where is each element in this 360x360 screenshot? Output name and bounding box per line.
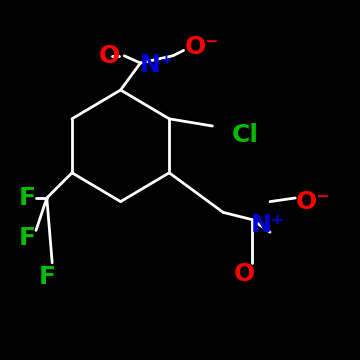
Text: F: F	[38, 265, 55, 289]
Text: O: O	[99, 44, 121, 68]
Text: N⁺: N⁺	[251, 213, 285, 237]
Text: O⁻: O⁻	[296, 190, 330, 213]
Text: O: O	[234, 262, 256, 285]
Text: F: F	[18, 186, 36, 210]
Text: Cl: Cl	[231, 123, 258, 147]
Text: O⁻: O⁻	[184, 35, 219, 59]
Text: N⁺: N⁺	[140, 53, 174, 77]
Text: F: F	[18, 226, 36, 249]
